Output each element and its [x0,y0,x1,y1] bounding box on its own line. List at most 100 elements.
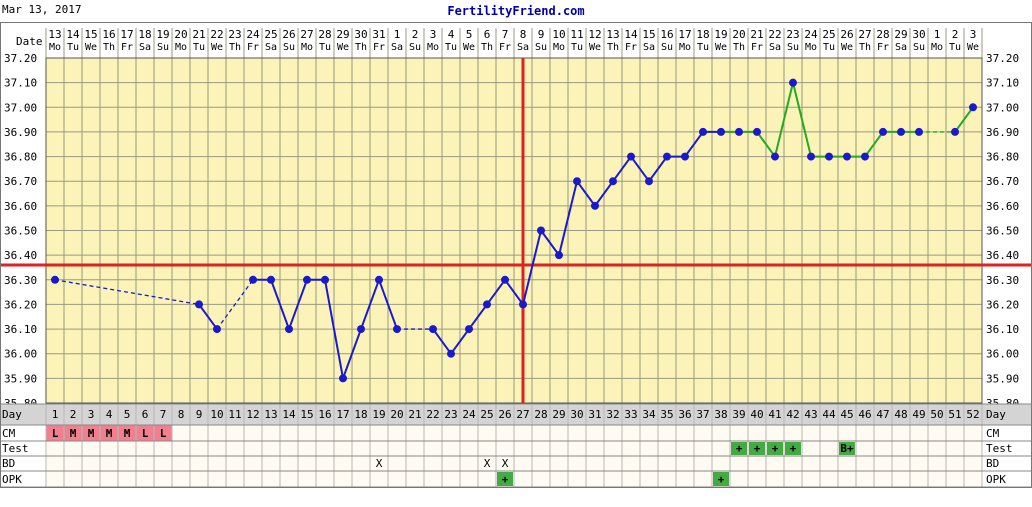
date-number: 18 [696,28,709,41]
cycle-day-number: 14 [282,408,296,421]
cycle-day-number: 24 [462,408,476,421]
weekday-label: Mo [931,42,943,53]
temp-segment [540,229,560,256]
weekday-label: Fr [625,42,637,53]
y-tick-label-left: 37.20 [4,52,37,65]
weekday-label: Mo [301,42,313,53]
weekday-label: Th [229,42,241,53]
date-number: 30 [912,28,925,41]
cm-cell [64,425,82,441]
temp-segment [594,180,614,207]
temp-point [717,127,725,136]
temp-point [861,152,869,161]
date-number: 26 [282,28,295,41]
cycle-day-number: 30 [570,408,583,421]
cm-value: L [160,427,167,440]
cycle-day-number: 2 [70,408,77,421]
cycle-day-number: 50 [930,408,943,421]
weekday-label: Fr [121,42,133,53]
temp-segment [630,155,650,182]
temp-point [699,127,707,136]
date-number: 2 [412,28,419,41]
y-tick-label-left: 36.60 [4,200,37,213]
test-cell [839,442,855,455]
weekday-label: We [337,42,349,53]
weekday-label: Th [733,42,745,53]
temp-point [951,127,959,136]
cycle-day-number: 47 [876,408,889,421]
cm-value: M [70,427,77,440]
date-number: 15 [642,28,655,41]
temp-point [51,275,59,284]
cm-value: M [106,427,113,440]
weekday-label: We [463,42,475,53]
temp-point [393,325,401,334]
date-number: 10 [552,28,565,41]
opk-cell [497,472,513,486]
temp-segment [288,279,308,330]
weekday-label: We [841,42,853,53]
y-tick-label-right: 36.80 [986,151,1019,164]
y-tick-label-right: 36.40 [986,249,1019,262]
temp-segment [270,279,290,330]
weekday-label: Sa [517,42,529,53]
date-number: 14 [66,28,80,41]
weekday-label: Mo [805,42,817,53]
weekday-label: Tu [949,42,961,53]
weekday-label: Fr [499,42,511,53]
chart-date: Mar 13, 2017 [2,3,82,16]
cycle-day-number: 49 [912,408,925,421]
cycle-day-number: 33 [624,408,637,421]
cycle-day-number: 39 [732,408,745,421]
temp-point [555,251,563,260]
temp-segment [324,279,344,379]
date-number: 19 [156,28,169,41]
date-number: 29 [894,28,907,41]
temp-segment [522,230,542,305]
test-row-label-left: Test [2,442,29,455]
temp-point [753,127,761,136]
date-number: 13 [606,28,619,41]
weekday-label: Sa [265,42,277,53]
temp-point [915,127,923,136]
temp-point [609,177,617,186]
date-number: 16 [660,28,673,41]
temp-segment [576,180,596,207]
bd-row-label-right: BD [986,457,999,470]
temp-point [735,127,743,136]
cycle-day-number: 19 [372,408,385,421]
temp-point [879,127,887,136]
date-number: 27 [300,28,313,41]
temp-point [825,152,833,161]
test-value: B+ [840,442,854,455]
temp-segment [378,279,398,330]
weekday-label: Mo [175,42,187,53]
weekday-label: Tu [193,42,205,53]
weekday-label: Tu [445,42,457,53]
temp-segment [198,303,218,330]
temp-segment [612,155,632,182]
cm-cell [136,425,154,441]
weekday-label: Su [787,42,799,53]
opk-value: + [502,473,509,486]
weekday-label: We [85,42,97,53]
cycle-day-number: 3 [88,408,95,421]
bd-row-label-left: BD [2,457,15,470]
y-tick-label-left: 36.50 [4,225,37,238]
date-number: 24 [804,28,818,41]
date-number: 9 [538,28,545,41]
weekday-label: Su [157,42,169,53]
cm-value: M [88,427,95,440]
temp-segment [468,303,488,330]
day-row-label-left: Day [2,408,22,421]
cycle-day-number: 7 [160,408,167,421]
weekday-label: Fr [373,42,385,53]
bd-mark: X [376,457,383,470]
temp-point [807,152,815,161]
test-value: + [736,442,743,455]
weekday-label: Fr [247,42,259,53]
date-number: 15 [84,28,97,41]
weekday-label: Su [661,42,673,53]
date-number: 21 [192,28,205,41]
